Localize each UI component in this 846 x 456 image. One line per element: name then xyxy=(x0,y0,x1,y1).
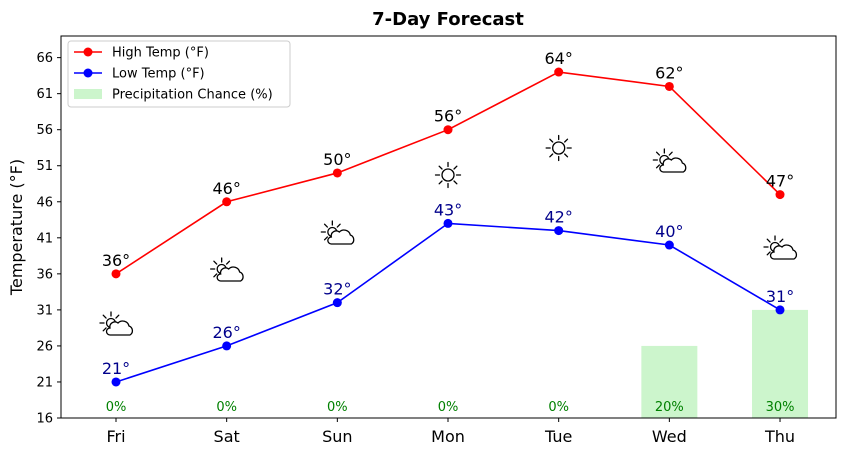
low-temp-label: 26° xyxy=(212,323,240,342)
high-temp-point xyxy=(332,168,342,178)
partly-cloudy-icon xyxy=(652,148,687,173)
precipitation-bar xyxy=(752,309,809,418)
low-temp-label: 21° xyxy=(102,359,130,378)
y-tick-label: 41 xyxy=(36,231,53,246)
partly-cloudy-icon xyxy=(210,257,244,282)
low-temp-label: 31° xyxy=(766,287,794,306)
y-tick-label: 31 xyxy=(36,303,53,318)
y-axis-label: Temperature (°F) xyxy=(7,159,26,296)
high-temp-label: 62° xyxy=(655,63,683,82)
low-temp-point xyxy=(775,305,785,315)
high-temp-label: 50° xyxy=(323,150,351,169)
weather-icons xyxy=(99,134,798,336)
x-tick-label: Sat xyxy=(214,427,240,446)
precipitation-label: 30% xyxy=(766,400,795,415)
sunny-icon xyxy=(434,161,462,189)
precipitation-label: 0% xyxy=(106,400,127,415)
partly-cloudy-icon xyxy=(320,220,355,245)
partly-cloudy-icon xyxy=(99,311,134,336)
y-tick-label: 21 xyxy=(36,375,53,390)
high-temp-label: 36° xyxy=(102,251,130,270)
low-temp-point xyxy=(111,377,121,387)
y-tick-label: 56 xyxy=(36,123,53,138)
high-temp-label: 64° xyxy=(545,49,573,68)
y-tick-label: 61 xyxy=(36,87,53,102)
low-temp-point xyxy=(332,298,342,308)
sunny-icon xyxy=(545,134,572,162)
low-temp-label: 40° xyxy=(655,222,683,241)
low-temp-point xyxy=(222,341,232,351)
high-temp-point xyxy=(554,67,564,77)
precipitation-bar xyxy=(641,345,698,418)
y-tick-label: 66 xyxy=(36,51,53,66)
x-tick-label: Fri xyxy=(106,427,125,446)
low-temp-label: 42° xyxy=(545,208,573,227)
low-temp-label: 32° xyxy=(323,280,351,299)
precipitation-label: 0% xyxy=(327,400,348,415)
temperature-series xyxy=(111,67,785,387)
data-labels: 36° 46° 50° 56° 64° 62° 47° 21° 26° 32° 43° 42° 40° 3… xyxy=(102,49,794,378)
precipitation-bars: 0% 0% 0% 0% 0% 20% 30% xyxy=(106,309,809,418)
legend-entry: High Temp (°F) xyxy=(74,46,209,61)
legend-label: High Temp (°F) xyxy=(112,46,209,61)
high-temp-label: 46° xyxy=(212,179,240,198)
precipitation-label: 20% xyxy=(655,400,684,415)
high-temp-point xyxy=(775,190,785,200)
precipitation-label: 0% xyxy=(438,400,459,415)
legend-label: Precipitation Chance (%) xyxy=(112,88,273,103)
high-temp-point xyxy=(443,125,453,135)
y-tick-label: 46 xyxy=(36,195,53,210)
x-tick-label: Thu xyxy=(764,427,795,446)
legend-box xyxy=(67,40,291,108)
high-temp-point xyxy=(222,197,232,207)
legend-entry: Low Temp (°F) xyxy=(74,67,205,82)
x-tick-label: Mon xyxy=(431,427,465,446)
high-temp-label: 47° xyxy=(766,172,794,191)
legend: High Temp (°F) Low Temp (°F) Precipitation… xyxy=(67,40,291,108)
high-temp-label: 56° xyxy=(434,107,462,126)
high-temp-point xyxy=(111,269,121,279)
x-tick-label: Sun xyxy=(322,427,352,446)
low-temp-point xyxy=(664,240,674,250)
low-temp-point xyxy=(443,218,453,228)
high-temp-point xyxy=(664,81,674,91)
axes: 16 21 26 31 36 41 46 51 56 61 66 Fri Sat Sun Mon Tue Wed… xyxy=(36,51,795,446)
y-tick-label: 51 xyxy=(36,159,53,174)
partly-cloudy-icon xyxy=(763,235,798,260)
low-temp-label: 43° xyxy=(434,200,462,219)
low-temp-point xyxy=(554,226,564,236)
x-tick-label: Wed xyxy=(652,427,687,446)
precipitation-label: 0% xyxy=(548,400,569,415)
y-tick-label: 36 xyxy=(36,267,53,282)
legend-entry: Precipitation Chance (%) xyxy=(74,88,273,103)
y-tick-label: 16 xyxy=(36,412,53,427)
precipitation-label: 0% xyxy=(216,400,237,415)
x-tick-label: Tue xyxy=(544,427,572,446)
legend-label: Low Temp (°F) xyxy=(112,67,205,82)
y-tick-label: 26 xyxy=(36,339,53,354)
chart-title: 7-Day Forecast xyxy=(372,9,524,30)
